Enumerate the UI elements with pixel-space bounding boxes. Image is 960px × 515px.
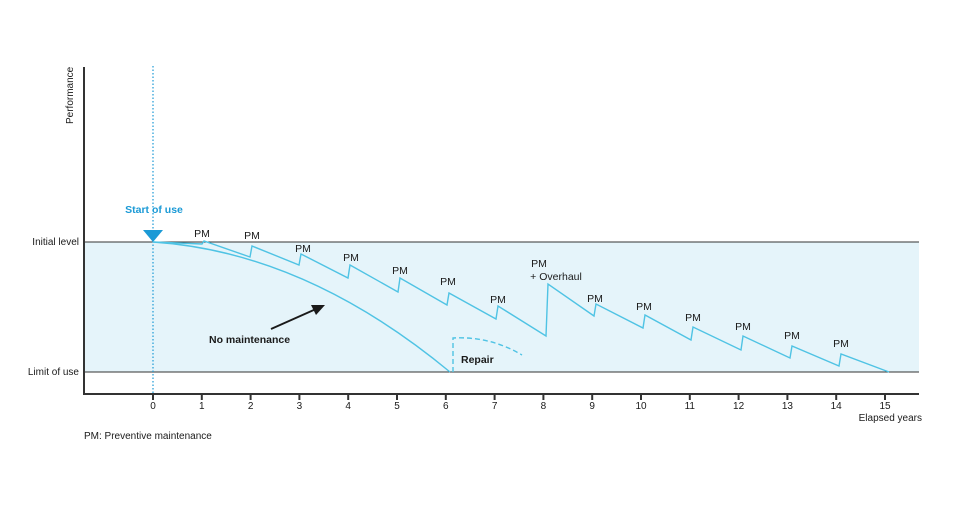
pm-label: PM	[490, 294, 506, 306]
preventive-maintenance-curve	[152, 240, 890, 373]
x-tick-label: 8	[541, 401, 547, 412]
x-tick-label: 5	[394, 401, 400, 412]
pm-labels: PM PM PM PM PM PM PM PM PM PM PM PM PM	[194, 228, 849, 350]
pm-label: PM	[440, 276, 456, 288]
repair-curve	[452, 337, 523, 372]
x-tick-label: 6	[443, 401, 449, 412]
x-tick-label: 3	[297, 401, 303, 412]
x-tick-label: 11	[685, 401, 696, 412]
x-axis-tick-labels: 0 1 2 3 4 5 6 7 8 9 10 11 12 13 14 15	[150, 401, 891, 412]
pm-label: PM	[587, 293, 603, 305]
pm-label: PM	[194, 228, 210, 240]
x-tick-label: 13	[782, 401, 794, 412]
x-axis-ticks	[152, 394, 886, 400]
no-maintenance-label: No maintenance	[209, 334, 290, 346]
x-tick-label: 1	[199, 401, 205, 412]
footnote: PM: Preventive maintenance	[84, 431, 212, 442]
x-axis-label: Elapsed years	[859, 413, 922, 424]
arrowhead-icon	[311, 305, 325, 315]
x-tick-label: 2	[248, 401, 254, 412]
x-tick-label: 12	[733, 401, 745, 412]
repair-label: Repair	[461, 354, 494, 366]
pm-label: PM	[295, 243, 311, 255]
pm-label: PM	[735, 321, 751, 333]
usable-performance-band	[84, 242, 919, 372]
x-tick-label: 0	[150, 401, 156, 412]
pm-label: PM	[343, 252, 359, 264]
pm-overhaul-label-line2: + Overhaul	[530, 271, 582, 283]
pm-overhaul-label-line1: PM	[531, 258, 547, 270]
pm-label: PM	[636, 301, 652, 313]
start-of-use-arrow-icon	[143, 230, 163, 242]
x-tick-label: 4	[345, 401, 351, 412]
pm-label: PM	[784, 330, 800, 342]
pm-label: PM	[244, 230, 260, 242]
no-maintenance-curve	[152, 241, 451, 373]
x-tick-label: 15	[879, 401, 891, 412]
no-maintenance-arrow	[270, 308, 317, 330]
x-tick-label: 14	[831, 401, 843, 412]
start-of-use-label: Start of use	[125, 204, 183, 216]
x-tick-label: 7	[492, 401, 498, 412]
x-tick-label: 10	[635, 401, 647, 412]
initial-level-label: Initial level	[32, 237, 79, 248]
limit-of-use-label: Limit of use	[28, 367, 80, 378]
y-axis-label: Performance	[65, 66, 76, 124]
pm-label: PM	[833, 338, 849, 350]
x-tick-label: 9	[589, 401, 595, 412]
pm-label: PM	[685, 312, 701, 324]
pm-label: PM	[392, 265, 408, 277]
